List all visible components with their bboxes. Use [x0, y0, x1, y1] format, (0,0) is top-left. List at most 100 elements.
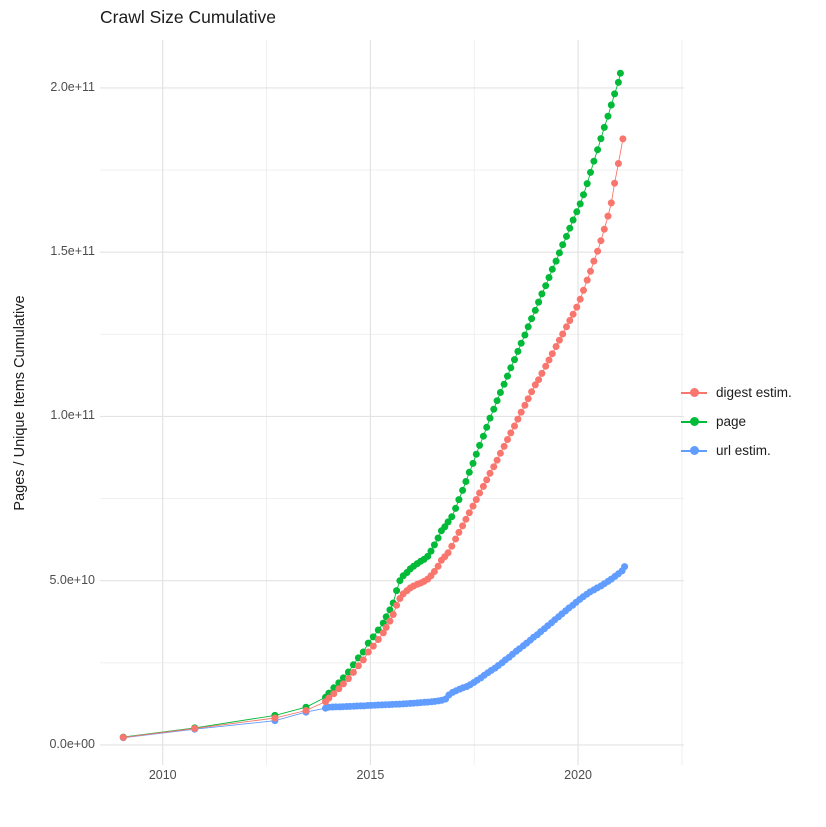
data-point [566, 224, 574, 232]
legend-item-page: page [681, 407, 792, 436]
data-point [354, 662, 362, 670]
data-point [448, 542, 456, 550]
data-point [476, 489, 484, 497]
data-point [444, 549, 452, 557]
data-point [476, 441, 484, 449]
legend-item-digest-estim: digest estim. [681, 378, 792, 407]
y-tick-label: 2.0e+11 [50, 79, 95, 94]
data-point [511, 422, 518, 430]
data-point [500, 442, 508, 450]
data-point [587, 168, 594, 176]
data-point [545, 356, 553, 364]
legend-label: url estim. [716, 443, 771, 458]
data-point [531, 381, 539, 389]
series-page [119, 69, 624, 741]
data-point [191, 725, 199, 732]
data-point [607, 199, 615, 207]
data-point [369, 642, 377, 650]
data-point [524, 323, 532, 331]
data-point [479, 482, 487, 490]
data-point [504, 372, 511, 380]
data-point [396, 577, 404, 585]
x-tick-label: 2020 [564, 768, 592, 782]
data-point [580, 286, 587, 294]
data-point [611, 179, 619, 187]
data-point [344, 675, 352, 683]
data-point [528, 315, 536, 323]
data-point [486, 414, 494, 422]
data-point [535, 376, 543, 384]
data-point [374, 636, 382, 643]
data-point [483, 476, 491, 484]
data-point [434, 562, 442, 570]
data-point [621, 563, 629, 571]
data-point [542, 362, 550, 370]
data-point [455, 528, 463, 536]
data-point [325, 694, 333, 702]
data-point [563, 323, 570, 331]
data-point [462, 478, 470, 485]
data-point [465, 468, 473, 476]
data-point [430, 541, 438, 549]
data-point [486, 469, 494, 477]
data-point [448, 513, 456, 521]
data-point [569, 216, 577, 224]
legend-key-page [681, 417, 707, 427]
data-point [614, 160, 622, 167]
data-point [459, 522, 467, 530]
data-point [119, 733, 127, 741]
data-point [600, 123, 608, 131]
data-point [364, 648, 372, 656]
data-point [531, 306, 539, 314]
data-point [548, 265, 556, 273]
data-point [604, 112, 612, 120]
data-point [548, 350, 556, 358]
data-point [430, 568, 438, 575]
data-point [594, 247, 602, 255]
data-point [424, 552, 432, 560]
data-point [611, 90, 619, 98]
data-point [545, 274, 553, 281]
data-point [594, 146, 602, 154]
data-point [452, 504, 460, 512]
data-point [472, 450, 480, 458]
data-point [393, 587, 401, 595]
data-point [573, 208, 581, 216]
data-point [302, 707, 310, 714]
data-point [538, 369, 546, 377]
data-point [479, 432, 487, 440]
data-point [389, 611, 397, 618]
y-tick-label: 1.0e+11 [50, 408, 95, 423]
data-point [434, 534, 442, 542]
data-point [507, 364, 515, 372]
data-point [490, 405, 498, 413]
data-point [514, 347, 522, 355]
y-tick-label: 1.5e+11 [50, 244, 95, 259]
legend-key-url-estim [681, 446, 707, 456]
data-point [379, 629, 387, 637]
data-point [576, 295, 584, 303]
data-point [427, 547, 435, 555]
data-point [452, 535, 460, 543]
data-point [496, 449, 504, 457]
data-point [344, 668, 352, 676]
data-point [441, 523, 449, 531]
data-point [616, 69, 624, 77]
legend-item-url-estim: url estim. [681, 436, 792, 465]
data-point [359, 648, 367, 656]
data-point [517, 408, 525, 416]
legend-dot-icon [689, 446, 699, 455]
data-point [490, 463, 498, 471]
data-point [607, 101, 615, 109]
data-point [559, 241, 567, 249]
data-point [555, 336, 563, 344]
data-point [444, 518, 452, 526]
data-point [386, 617, 394, 625]
data-point [382, 623, 390, 631]
data-point [552, 343, 560, 350]
data-point [496, 389, 504, 396]
chart-title: Crawl Size Cumulative [100, 7, 277, 27]
data-point [393, 601, 401, 609]
